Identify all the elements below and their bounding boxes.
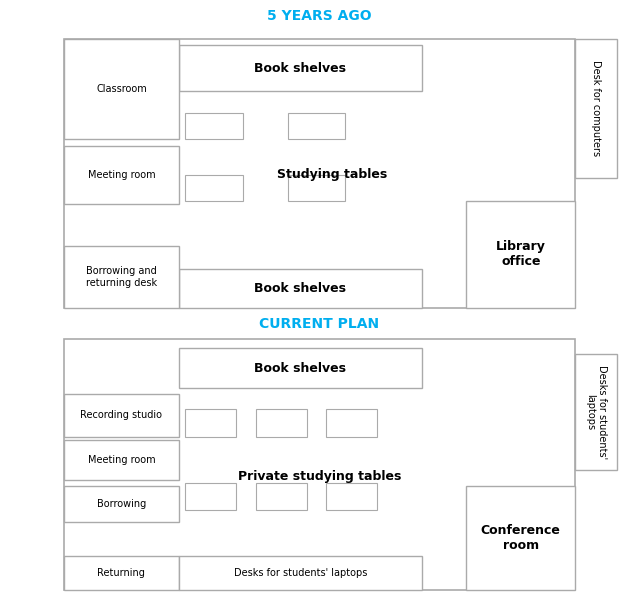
Bar <box>185 175 243 201</box>
Text: Book shelves: Book shelves <box>254 62 346 75</box>
Text: CURRENT PLAN: CURRENT PLAN <box>259 317 380 331</box>
Bar <box>466 486 575 590</box>
Bar <box>575 354 617 470</box>
Bar <box>179 269 422 308</box>
Bar <box>64 39 179 139</box>
Bar <box>288 175 345 201</box>
Text: Desk for computers: Desk for computers <box>591 60 601 156</box>
Bar <box>326 409 377 437</box>
Bar <box>466 201 575 308</box>
Bar <box>185 483 236 510</box>
Bar <box>288 113 345 139</box>
Text: Book shelves: Book shelves <box>254 362 346 375</box>
Bar <box>179 45 422 90</box>
Bar <box>64 556 179 590</box>
Bar <box>64 339 575 590</box>
Bar <box>256 409 307 437</box>
Bar <box>64 39 575 308</box>
Bar <box>179 556 422 590</box>
Text: Desks for students'
laptops: Desks for students' laptops <box>585 365 606 459</box>
Text: Meeting room: Meeting room <box>88 455 155 465</box>
Bar <box>185 409 236 437</box>
Text: Library
office: Library office <box>496 240 546 268</box>
Text: Borrowing: Borrowing <box>96 499 146 509</box>
Bar <box>64 440 179 480</box>
Text: Conference
room: Conference room <box>481 524 561 552</box>
Text: Borrowing and
returning desk: Borrowing and returning desk <box>86 266 157 288</box>
Bar <box>256 483 307 510</box>
Text: Private studying tables: Private studying tables <box>238 470 401 483</box>
Text: Classroom: Classroom <box>96 84 147 94</box>
Text: Desks for students' laptops: Desks for students' laptops <box>234 568 367 578</box>
Bar <box>326 483 377 510</box>
Bar <box>64 486 179 522</box>
Text: 5 YEARS AGO: 5 YEARS AGO <box>267 9 372 23</box>
Bar <box>575 39 617 178</box>
Text: Meeting room: Meeting room <box>88 170 155 180</box>
Bar <box>64 145 179 204</box>
Text: Returning: Returning <box>98 568 145 578</box>
Bar <box>179 348 422 388</box>
Bar <box>64 246 179 308</box>
Bar <box>185 113 243 139</box>
Bar <box>64 394 179 437</box>
Text: Studying tables: Studying tables <box>277 169 387 181</box>
Text: Book shelves: Book shelves <box>254 282 346 295</box>
Text: Recording studio: Recording studio <box>81 411 162 420</box>
